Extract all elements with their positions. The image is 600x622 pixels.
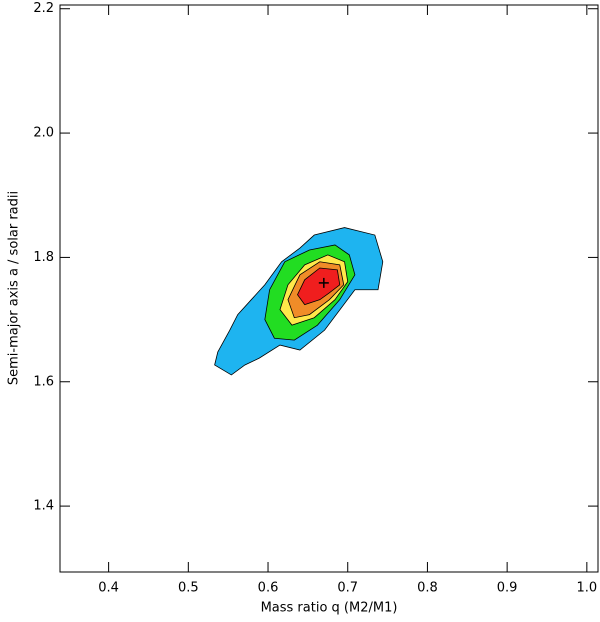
x-tick-label: 0.4 [98, 581, 119, 596]
best-fit-marker [318, 277, 329, 288]
contour-region [297, 267, 341, 306]
x-axis-label: Mass ratio q (M2/M1) [261, 601, 398, 616]
y-tick-label: 1.4 [33, 499, 54, 514]
y-tick-label: 2.2 [33, 1, 54, 16]
x-tick-label: 0.5 [178, 581, 199, 596]
plot-frame [59, 4, 599, 573]
x-tick-label: 0.7 [337, 581, 358, 596]
y-tick-label: 1.6 [33, 374, 54, 389]
x-tick-label: 0.8 [417, 581, 438, 596]
x-tick-label: 0.6 [258, 581, 279, 596]
y-tick-label: 2.0 [33, 126, 54, 141]
y-tick-label: 1.8 [33, 250, 54, 265]
y-axis-label: Semi-major axis a / solar radii [7, 191, 22, 385]
x-tick-label: 1.0 [576, 581, 597, 596]
x-tick-label: 0.9 [497, 581, 518, 596]
